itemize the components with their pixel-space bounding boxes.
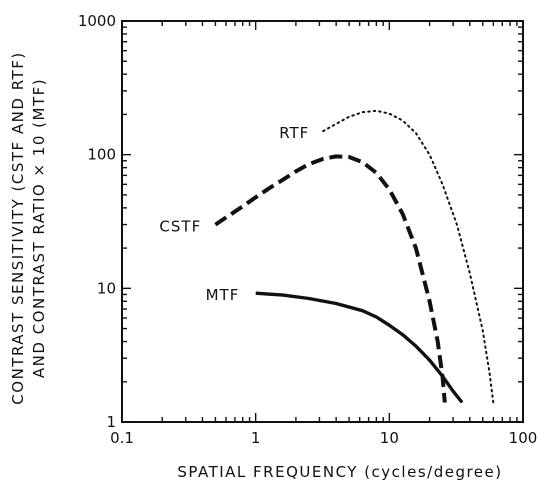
y-tick-label: 10 (97, 279, 116, 297)
series-line-cstf (214, 154, 447, 403)
plot-border (121, 20, 524, 423)
series-label-cstf: CSTF (159, 218, 201, 236)
series-labels: RTF CSTF MTF (159, 124, 309, 304)
series-line-mtf (255, 291, 464, 404)
y-tick-label: 1000 (78, 12, 116, 30)
series-lines (214, 109, 495, 404)
x-axis-title: SPATIAL FREQUENCY (cycles/degree) (177, 463, 502, 481)
x-tick-label: 10 (380, 429, 399, 447)
series-label-rtf: RTF (279, 124, 309, 142)
series-label-mtf: MTF (206, 286, 240, 304)
plot-frame (121, 20, 524, 423)
x-tick-label: 100 (509, 429, 538, 447)
series-line-rtf (322, 109, 495, 404)
y-tick-label: 1 (106, 413, 116, 431)
x-tick-label: 1 (251, 429, 261, 447)
y-axis-title-line2: AND CONTRAST RATIO × 10 (MTF) (30, 78, 48, 378)
y-tick-label: 100 (87, 146, 116, 164)
y-axis-title-line1: CONTRAST SENSITIVITY (CSTF AND RTF) (9, 51, 27, 404)
x-tick-label: 0.1 (110, 429, 134, 447)
